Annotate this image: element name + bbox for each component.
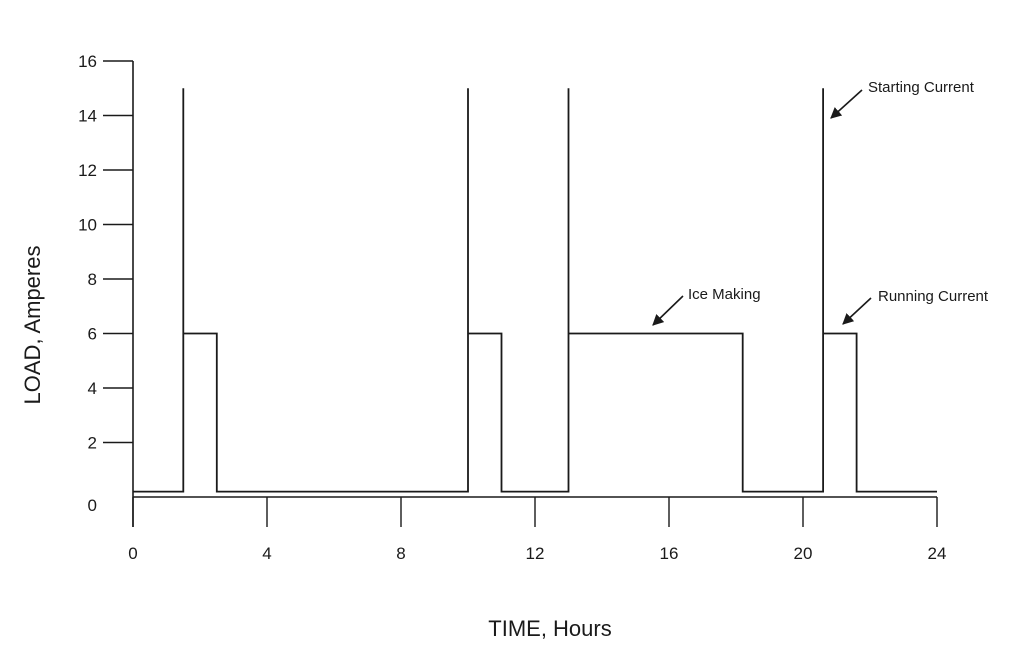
y-tick-label: 14 (78, 107, 97, 126)
annotation-arrow (830, 89, 863, 119)
y-tick-label: 0 (88, 496, 97, 515)
x-tick-label: 12 (526, 544, 545, 563)
y-tick-label: 10 (78, 216, 97, 235)
x-tick-label: 20 (794, 544, 813, 563)
y-axis-title: LOAD, Amperes (20, 246, 45, 405)
annotations: Starting Current Ice Making Running Curren… (652, 79, 989, 326)
x-axis-title: TIME, Hours (488, 616, 611, 641)
annotation-label: Ice Making (688, 286, 761, 303)
y-tick-label: 8 (88, 270, 97, 289)
annotation-label: Starting Current (868, 79, 975, 96)
x-tick-label: 16 (660, 544, 679, 563)
annotation-arrow (842, 297, 872, 325)
y-tick-label: 12 (78, 161, 97, 180)
y-tick-label: 4 (88, 379, 97, 398)
y-tick-label: 16 (78, 52, 97, 71)
y-tick-label: 2 (88, 434, 97, 453)
x-tick-label: 8 (396, 544, 405, 563)
annotation-arrow (652, 295, 684, 326)
y-tick-label: 6 (88, 325, 97, 344)
annotation-label: Running Current (878, 288, 989, 305)
load-series-line (133, 88, 937, 493)
x-tick-label: 24 (928, 544, 947, 563)
plot-area (133, 88, 937, 493)
x-tick-label: 4 (262, 544, 271, 563)
x-tick-label: 0 (128, 544, 137, 563)
